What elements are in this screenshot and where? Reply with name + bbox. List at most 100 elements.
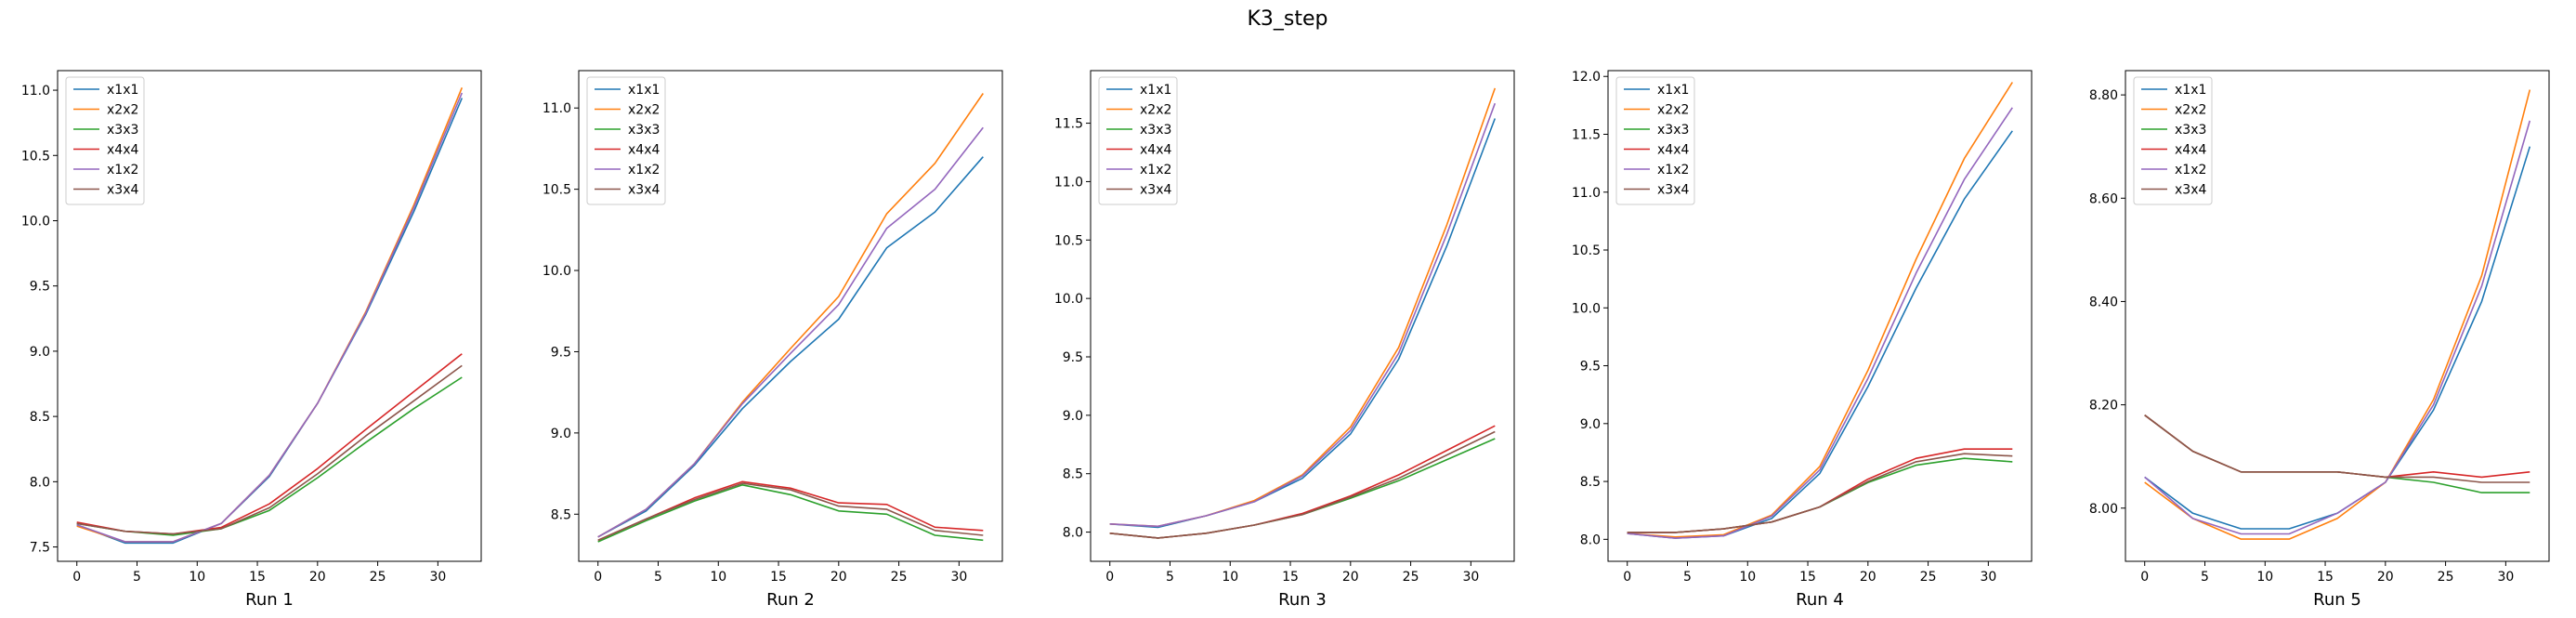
x-tick-label: 25 (1920, 570, 1937, 585)
y-tick-label: 8.5 (551, 507, 571, 522)
legend-label-x3x3: x3x3 (628, 123, 660, 138)
series-line-x1x2 (76, 92, 464, 543)
x-tick-label: 5 (133, 570, 141, 585)
chart-panel-2: 0 5 10 15 20 25 30 8.5 9.0 9.5 10.0 10.5 11.0 x1x1 x2x… (543, 70, 1003, 610)
x-tick-label: 15 (770, 570, 787, 585)
y-tick-label: 10.5 (1572, 243, 1601, 258)
legend-label-x1x2: x1x2 (2175, 163, 2206, 178)
x-tick-label: 15 (2317, 570, 2334, 585)
legend-label-x1x2: x1x2 (107, 163, 138, 178)
series-line-x3x4 (1627, 453, 2013, 533)
x-tick-label: 30 (2497, 570, 2514, 585)
legend-label-x1x2: x1x2 (1657, 163, 1689, 178)
legend-label-x3x3: x3x3 (1657, 123, 1689, 138)
x-tick-label: 15 (249, 570, 266, 585)
y-tick-label: 11.0 (1572, 186, 1601, 201)
y-tick-label: 9.5 (1580, 360, 1601, 375)
legend-label-x2x2: x2x2 (107, 103, 138, 118)
x-tick-label: 15 (1799, 570, 1816, 585)
chart-panel-5: 0 5 10 15 20 25 30 8.00 8.20 8.40 8.60 8.80 x1x1 x2x2… (2089, 70, 2550, 610)
x-tick-label: 10 (2256, 570, 2273, 585)
y-tick-label: 8.60 (2089, 191, 2118, 206)
series-line-x1x2 (597, 126, 984, 538)
y-tick-label: 9.5 (551, 345, 571, 360)
y-tick-label: 11.5 (1572, 127, 1601, 142)
legend: x1x1 x2x2 x3x3 x4x4 x1x2 x3x4 (586, 76, 666, 205)
x-tick-label: 10 (1222, 570, 1238, 585)
x-tick-label: 20 (2377, 570, 2394, 585)
series-line-x3x3 (597, 483, 984, 543)
y-tick-label: 11.0 (543, 101, 571, 116)
legend-label-x1x1: x1x1 (628, 83, 660, 98)
x-tick-label: 20 (309, 570, 326, 585)
y-tick-label: 8.0 (1063, 526, 1083, 541)
x-tick-label: 25 (2438, 570, 2454, 585)
y-tick-label: 11.0 (1054, 175, 1083, 190)
x-tick-label: 30 (429, 570, 446, 585)
legend: x1x1 x2x2 x3x3 x4x4 x1x2 x3x4 (2133, 76, 2213, 205)
x-tick-label: 5 (2201, 570, 2209, 585)
legend-label-x1x2: x1x2 (628, 163, 660, 178)
legend-label-x4x4: x4x4 (628, 143, 660, 158)
x-tick-label: 10 (189, 570, 205, 585)
x-tick-label: 10 (710, 570, 726, 585)
x-axis-label: Run 4 (1796, 590, 1844, 610)
series-line-x1x1 (597, 156, 984, 538)
legend-label-x1x1: x1x1 (1657, 83, 1689, 98)
x-tick-label: 30 (1462, 570, 1479, 585)
y-tick-label: 8.5 (30, 410, 50, 425)
legend-label-x3x4: x3x4 (1140, 183, 1171, 198)
x-tick-label: 0 (1105, 570, 1114, 585)
chart-panel-3: 0 5 10 15 20 25 30 8.0 8.5 9.0 9.5 10.0 10.5 11.0 11.5… (1054, 70, 1515, 610)
x-tick-label: 0 (1623, 570, 1631, 585)
y-tick-label: 9.0 (551, 427, 571, 441)
y-tick-label: 8.5 (1063, 467, 1083, 482)
y-tick-label: 10.0 (1572, 301, 1601, 316)
legend: x1x1 x2x2 x3x3 x4x4 x1x2 x3x4 (65, 76, 145, 205)
legend-label-x1x1: x1x1 (1140, 83, 1171, 98)
legend: x1x1 x2x2 x3x3 x4x4 x1x2 x3x4 (1098, 76, 1178, 205)
y-tick-label: 9.5 (30, 280, 50, 295)
series-line-x2x2 (2144, 89, 2531, 540)
y-tick-label: 10.5 (543, 183, 571, 198)
legend-label-x1x1: x1x1 (107, 83, 138, 98)
y-tick-label: 9.0 (1063, 409, 1083, 424)
legend-label-x1x2: x1x2 (1140, 163, 1171, 178)
y-tick-label: 8.0 (1580, 533, 1601, 547)
chart-panel-4: 0 5 10 15 20 25 30 8.0 8.5 9.0 9.5 10.0 10.5 11.0 11.5… (1572, 70, 2033, 610)
series-line-x3x4 (597, 482, 984, 542)
x-tick-label: 20 (830, 570, 847, 585)
legend-label-x3x4: x3x4 (628, 183, 660, 198)
y-tick-label: 7.5 (30, 541, 50, 556)
series-line-x3x4 (76, 364, 463, 535)
y-tick-label: 11.5 (1054, 117, 1083, 132)
series-group (1109, 87, 1497, 539)
panels: 0 5 10 15 20 25 30 7.5 8.0 8.5 9.0 9.5 10.0 10.5 11.0 x… (21, 70, 2550, 610)
legend-label-x3x3: x3x3 (1140, 123, 1171, 138)
y-tick-label: 8.20 (2089, 399, 2118, 414)
x-tick-label: 5 (1166, 570, 1174, 585)
x-tick-label: 20 (1860, 570, 1876, 585)
x-tick-label: 5 (1683, 570, 1692, 585)
y-tick-label: 9.0 (30, 345, 50, 360)
series-line-x3x4 (2144, 414, 2530, 483)
legend-label-x4x4: x4x4 (2175, 143, 2206, 158)
legend-label-x2x2: x2x2 (1657, 103, 1689, 118)
x-tick-label: 0 (594, 570, 602, 585)
y-tick-label: 10.5 (1054, 233, 1083, 248)
legend-label-x4x4: x4x4 (1657, 143, 1689, 158)
legend: x1x1 x2x2 x3x3 x4x4 x1x2 x3x4 (1615, 76, 1695, 205)
y-tick-label: 12.0 (1572, 70, 1601, 85)
series-group (1627, 82, 2013, 539)
y-tick-label: 8.0 (30, 475, 50, 490)
x-axis-label: Run 2 (766, 590, 815, 610)
x-tick-label: 0 (72, 570, 81, 585)
y-tick-label: 10.0 (543, 264, 571, 279)
series-line-x2x2 (1627, 82, 2013, 538)
x-tick-label: 20 (1342, 570, 1359, 585)
y-tick-label: 9.5 (1063, 350, 1083, 365)
y-tick-label: 10.5 (21, 149, 50, 164)
series-line-x1x2 (1627, 107, 2013, 539)
x-axis-label: Run 3 (1278, 590, 1327, 610)
